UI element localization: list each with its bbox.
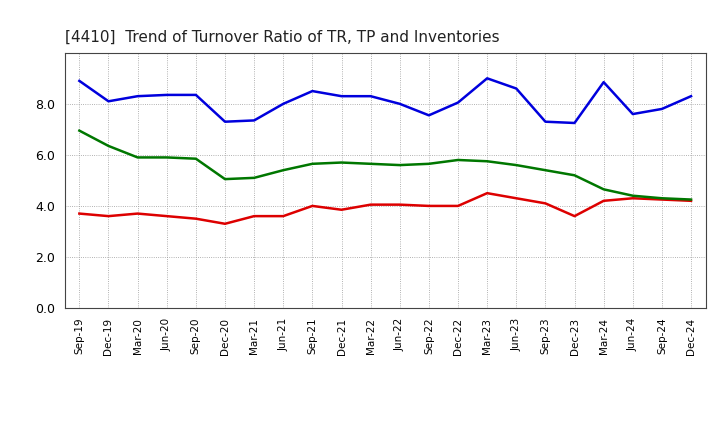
Trade Receivables: [279, 213, 287, 219]
Trade Receivables: [192, 216, 200, 221]
Inventories: [570, 172, 579, 178]
Inventories: [220, 176, 229, 182]
Trade Payables: [599, 80, 608, 85]
Trade Receivables: [366, 202, 375, 207]
Trade Payables: [163, 92, 171, 98]
Trade Payables: [483, 76, 492, 81]
Trade Payables: [541, 119, 550, 125]
Line: Trade Receivables: Trade Receivables: [79, 193, 691, 224]
Trade Receivables: [220, 221, 229, 227]
Inventories: [104, 143, 113, 149]
Inventories: [133, 155, 142, 160]
Trade Payables: [133, 94, 142, 99]
Trade Payables: [192, 92, 200, 98]
Trade Payables: [250, 118, 258, 123]
Inventories: [425, 161, 433, 166]
Inventories: [192, 156, 200, 161]
Inventories: [599, 187, 608, 192]
Trade Receivables: [629, 196, 637, 201]
Inventories: [512, 162, 521, 168]
Trade Payables: [75, 78, 84, 84]
Trade Payables: [366, 94, 375, 99]
Line: Trade Payables: Trade Payables: [79, 78, 691, 123]
Trade Receivables: [687, 198, 696, 203]
Text: [4410]  Trend of Turnover Ratio of TR, TP and Inventories: [4410] Trend of Turnover Ratio of TR, TP…: [65, 29, 500, 45]
Trade Receivables: [308, 203, 317, 209]
Trade Receivables: [337, 207, 346, 213]
Inventories: [163, 155, 171, 160]
Trade Receivables: [657, 197, 666, 202]
Inventories: [366, 161, 375, 166]
Inventories: [483, 159, 492, 164]
Trade Receivables: [570, 213, 579, 219]
Trade Receivables: [395, 202, 404, 207]
Trade Payables: [570, 120, 579, 126]
Inventories: [541, 168, 550, 173]
Line: Inventories: Inventories: [79, 131, 691, 199]
Trade Payables: [687, 94, 696, 99]
Trade Payables: [220, 119, 229, 125]
Trade Receivables: [250, 213, 258, 219]
Trade Payables: [337, 94, 346, 99]
Inventories: [657, 196, 666, 201]
Trade Receivables: [75, 211, 84, 216]
Trade Receivables: [163, 213, 171, 219]
Trade Payables: [454, 100, 462, 105]
Trade Receivables: [512, 196, 521, 201]
Inventories: [687, 197, 696, 202]
Trade Receivables: [483, 191, 492, 196]
Trade Receivables: [133, 211, 142, 216]
Inventories: [250, 175, 258, 180]
Inventories: [337, 160, 346, 165]
Trade Receivables: [454, 203, 462, 209]
Inventories: [629, 193, 637, 198]
Trade Payables: [104, 99, 113, 104]
Trade Payables: [279, 101, 287, 106]
Trade Receivables: [425, 203, 433, 209]
Inventories: [454, 158, 462, 163]
Trade Payables: [425, 113, 433, 118]
Trade Receivables: [104, 213, 113, 219]
Trade Receivables: [599, 198, 608, 203]
Trade Payables: [512, 86, 521, 91]
Trade Payables: [629, 111, 637, 117]
Trade Payables: [657, 106, 666, 112]
Trade Payables: [395, 101, 404, 106]
Inventories: [279, 168, 287, 173]
Inventories: [308, 161, 317, 166]
Inventories: [395, 162, 404, 168]
Trade Receivables: [541, 201, 550, 206]
Inventories: [75, 128, 84, 133]
Trade Payables: [308, 88, 317, 94]
